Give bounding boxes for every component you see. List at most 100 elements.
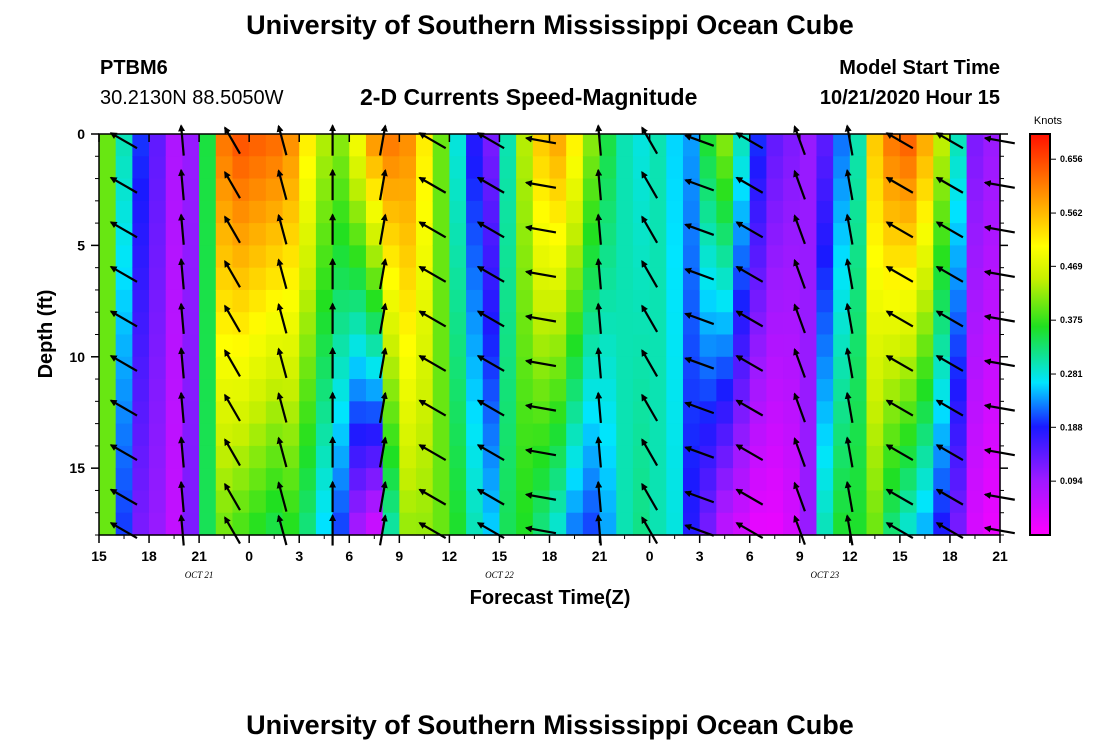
colorbar-tick-label: 0.188: [1060, 422, 1083, 432]
heatmap-cell: [249, 468, 267, 492]
x-tick-label: 0: [245, 548, 253, 564]
heatmap-cell: [766, 245, 784, 269]
current-vector: [109, 399, 138, 417]
heatmap-cell: [983, 423, 1001, 447]
heatmap-cell: [566, 267, 584, 291]
heatmap-cell: [666, 200, 684, 224]
current-vector: [418, 310, 447, 328]
heatmap-cell: [149, 312, 167, 336]
heatmap-cell: [716, 445, 734, 469]
heatmap-cell: [632, 490, 651, 514]
heatmap-cell: [849, 356, 868, 380]
heatmap-cell: [399, 490, 417, 514]
heatmap-cell: [132, 223, 150, 246]
heatmap-cell: [783, 223, 801, 246]
heatmap-cell: [966, 512, 984, 536]
heatmap-cell: [616, 312, 634, 336]
heatmap-cell: [749, 379, 768, 402]
model-start-value: 10/21/2020 Hour 15: [819, 87, 1000, 109]
heatmap-cell: [516, 334, 534, 358]
heatmap-cell: [582, 134, 601, 157]
current-vector: [844, 213, 854, 245]
heatmap-cell: [282, 401, 300, 425]
heatmap-cell: [799, 245, 818, 269]
heatmap-cell: [499, 445, 517, 469]
heatmap-cell: [499, 379, 517, 402]
heatmap-cell: [866, 512, 884, 536]
y-axis: 0 5 10 15: [69, 126, 1008, 536]
heatmap-cell: [949, 289, 968, 313]
heatmap-cell: [549, 312, 567, 336]
current-vector: [476, 488, 505, 506]
heatmap-cell: [733, 312, 751, 336]
heatmap-cell: [282, 468, 300, 492]
heatmap-cell: [115, 468, 133, 492]
heatmap-cell: [816, 223, 834, 246]
heatmap-cell: [933, 468, 951, 492]
heatmap-cell: [399, 134, 417, 157]
heatmap-cell: [365, 334, 384, 358]
heatmap-cell: [165, 312, 184, 336]
heatmap-cell: [282, 379, 300, 402]
heatmap-cell: [482, 356, 501, 380]
heatmap-cell: [182, 245, 200, 269]
heatmap-cell: [632, 178, 651, 202]
current-vector: [378, 347, 388, 379]
heatmap-cells: [99, 134, 1001, 536]
heatmap-cell: [332, 445, 350, 469]
heatmap-cell: [399, 178, 417, 202]
heatmap-cell: [949, 156, 968, 180]
heatmap-cell: [115, 423, 133, 447]
heatmap-cell: [432, 334, 450, 358]
current-vector: [378, 436, 388, 468]
heatmap-cell: [933, 178, 951, 202]
heatmap-cell: [666, 379, 684, 402]
current-vector: [418, 221, 447, 239]
heatmap-cell: [249, 445, 267, 469]
heatmap-cell: [149, 200, 167, 224]
x-tick-label: 21: [992, 548, 1008, 564]
heatmap-cell: [349, 178, 367, 202]
heatmap-cell: [466, 468, 484, 492]
heatmap-cell: [983, 289, 1001, 313]
heatmap-cell: [299, 468, 317, 492]
date-label: OCT 22: [485, 570, 514, 580]
heatmap-cell: [532, 245, 551, 269]
heatmap-cell: [632, 356, 651, 380]
heatmap-cell: [966, 356, 984, 380]
x-tick-label: 9: [395, 548, 403, 564]
heatmap-cell: [799, 200, 818, 224]
heatmap-cell: [649, 267, 667, 291]
heatmap-cell: [582, 334, 601, 358]
heatmap-cell: [149, 490, 167, 514]
heatmap-cell: [215, 334, 234, 358]
heatmap-cell: [199, 312, 217, 336]
heatmap-cell: [315, 134, 334, 157]
heatmap-cell: [149, 468, 167, 492]
heatmap-cell: [399, 334, 417, 358]
heatmap-cell: [282, 512, 300, 536]
heatmap-cell: [399, 423, 417, 447]
heatmap-cell: [299, 401, 317, 425]
heatmap-cell: [449, 401, 467, 425]
heatmap-cell: [499, 223, 517, 246]
heatmap-cell: [382, 178, 400, 202]
heatmap-cell: [416, 512, 434, 536]
heatmap-cell: [849, 200, 868, 224]
heatmap-cell: [816, 356, 834, 380]
heatmap-cell: [182, 134, 200, 157]
heatmap-cell: [716, 468, 734, 492]
heatmap-cell: [99, 423, 117, 447]
heatmap-cell: [199, 490, 217, 514]
heatmap-cell: [582, 289, 601, 313]
heatmap-cell: [232, 334, 250, 358]
current-vector: [684, 178, 715, 192]
heatmap-cell: [532, 178, 551, 202]
heatmap-cell: [315, 200, 334, 224]
heatmap-cell: [883, 200, 901, 224]
colorbar-tick-label: 0.281: [1060, 369, 1083, 379]
heatmap-cell: [132, 490, 150, 514]
heatmap-cell: [99, 156, 117, 180]
heatmap-cell: [115, 134, 133, 157]
